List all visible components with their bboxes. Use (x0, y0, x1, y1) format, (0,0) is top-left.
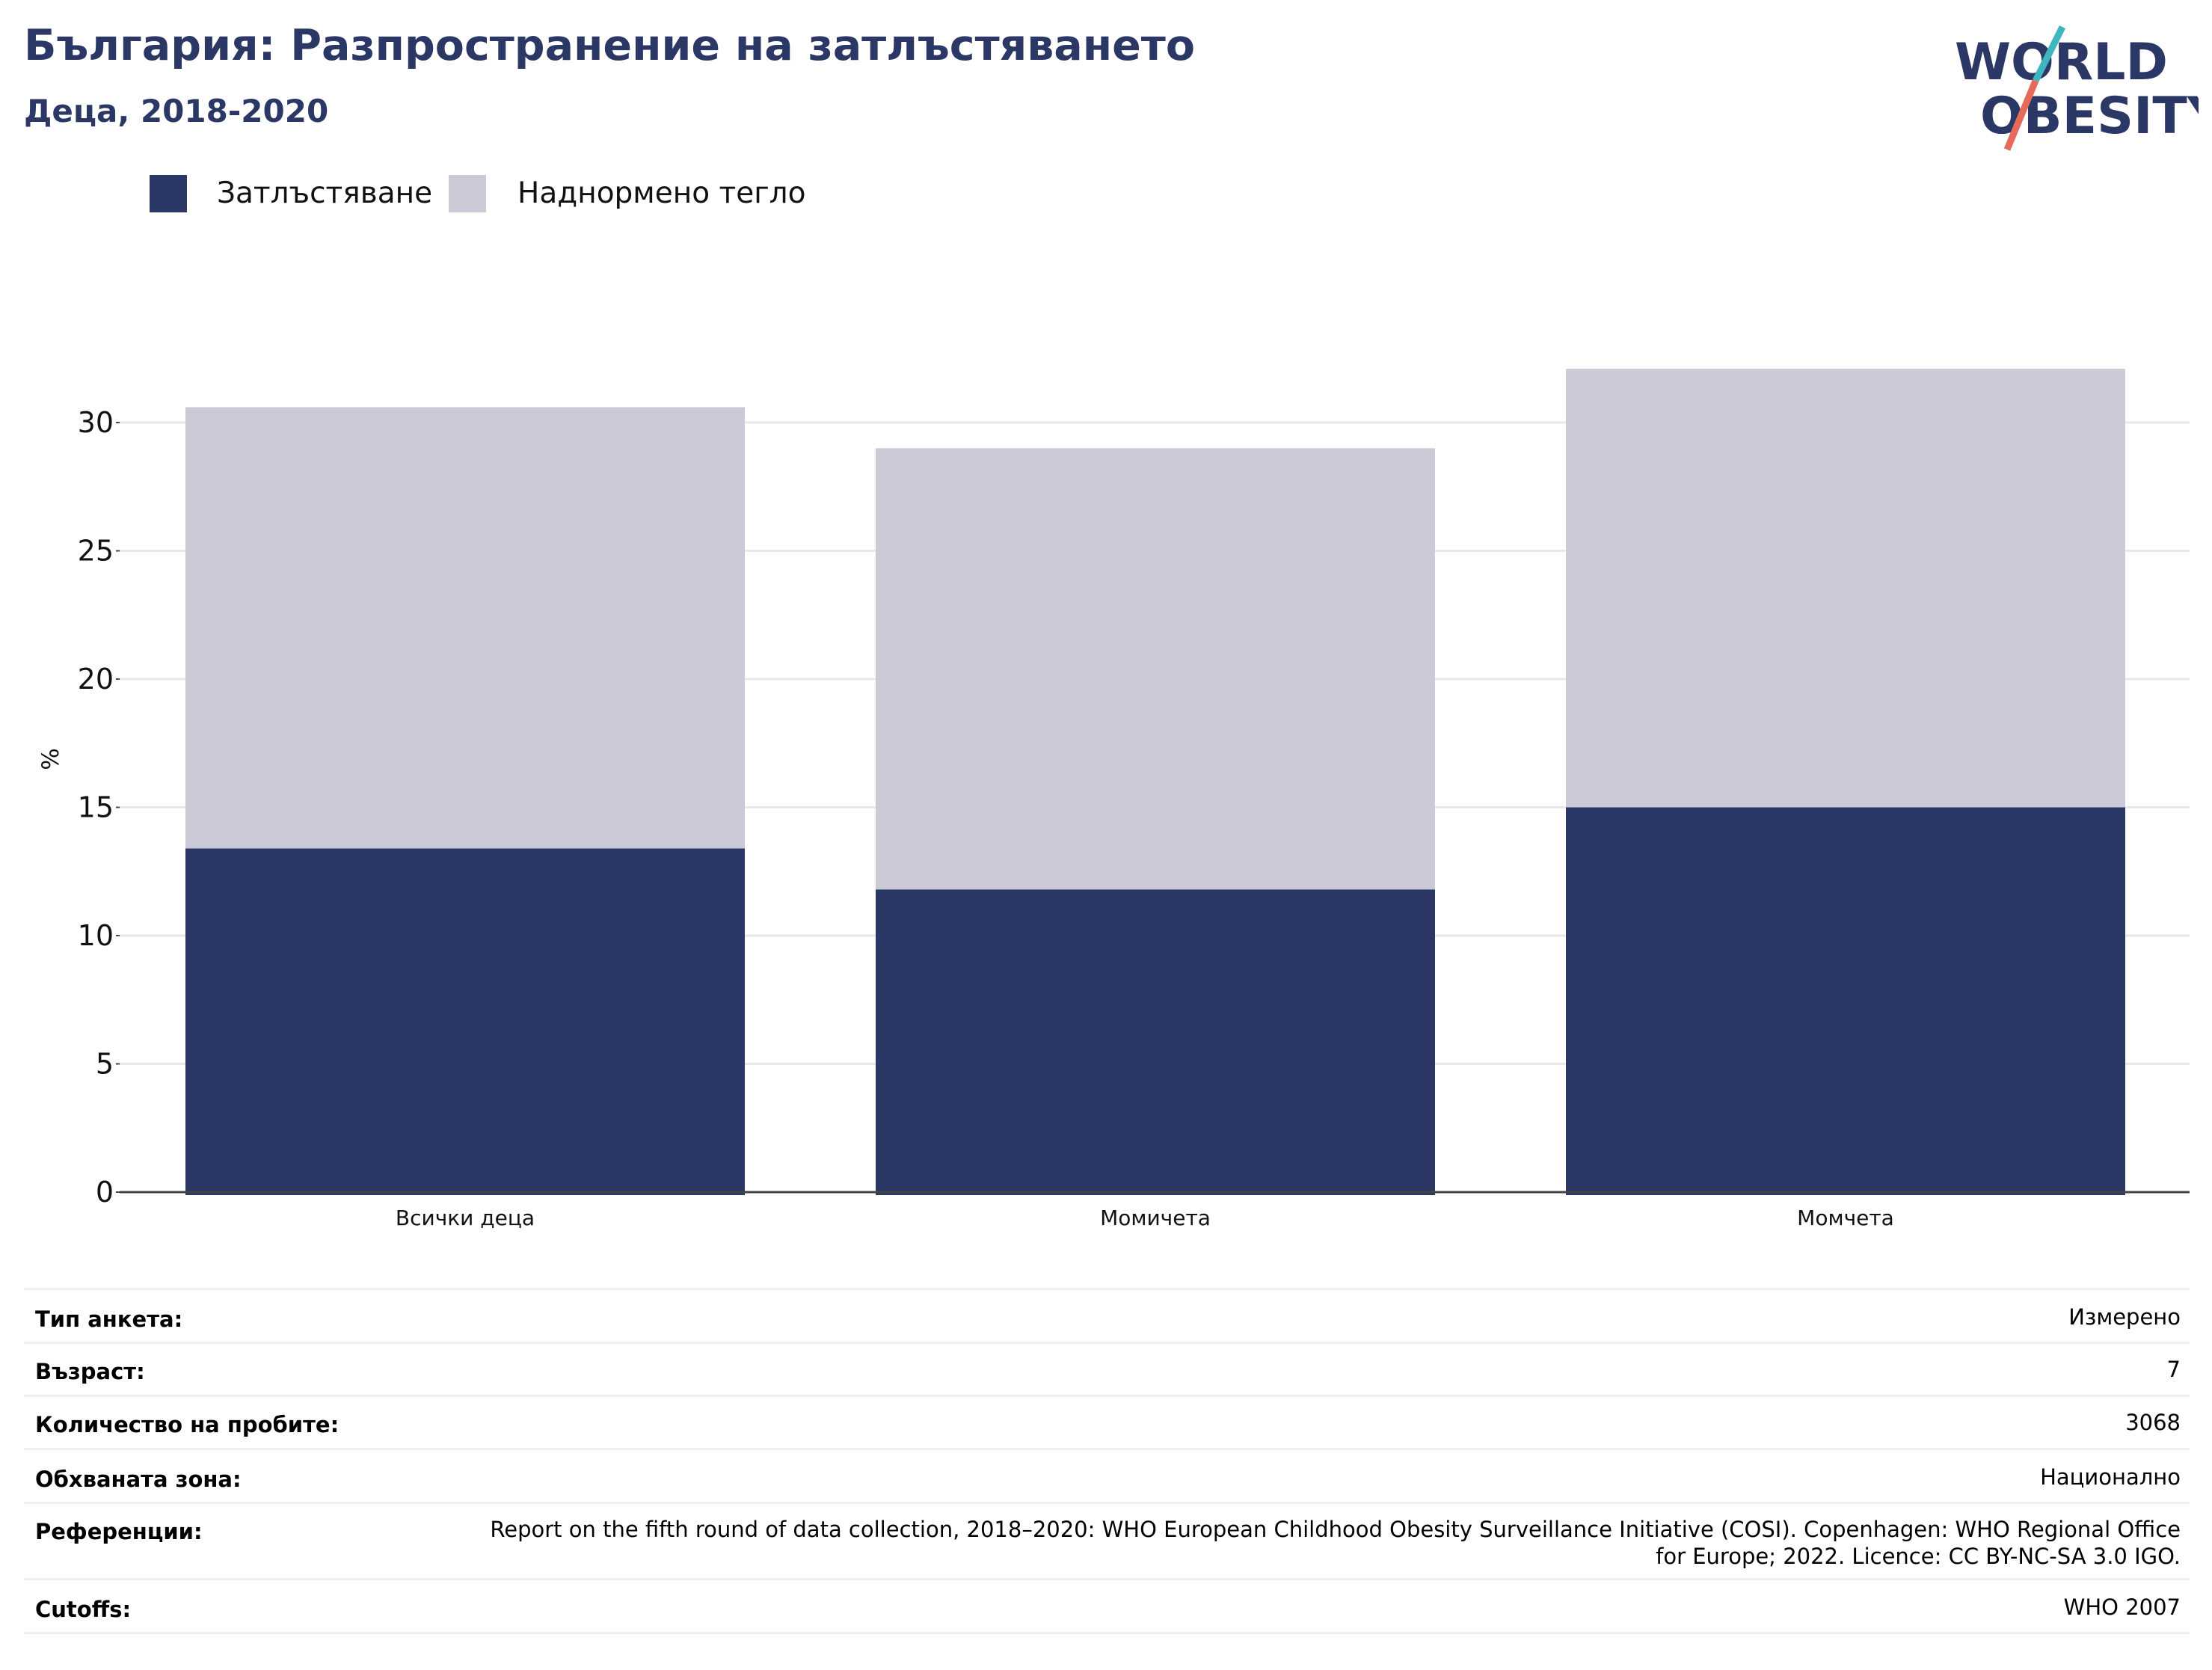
page-subtitle: Деца, 2018-2020 (24, 93, 329, 129)
bar-obesity (1566, 807, 2125, 1195)
legend-swatch-obesity (150, 175, 187, 212)
meta-row-age: Възраст: 7 (24, 1342, 2190, 1396)
meta-row-area-covered: Обхваната зона: Национално (24, 1448, 2190, 1502)
logo-word-world: WORLD (1955, 33, 2168, 92)
meta-value-sample-size: 3068 (2125, 1410, 2181, 1435)
y-tick-label: 5 (96, 1048, 114, 1081)
y-tick-label: 25 (78, 535, 114, 568)
meta-label-references: Референции: (35, 1519, 203, 1544)
bar-layer (185, 369, 2125, 1195)
page-title: България: Разпространение на затлъстяван… (24, 21, 1195, 70)
meta-row-sample-size: Количество на пробите: 3068 (24, 1395, 2190, 1449)
meta-label-cutoffs: Cutoffs: (35, 1597, 132, 1622)
meta-label-area-covered: Обхваната зона: (35, 1467, 242, 1492)
x-tick-label: Момичета (1100, 1206, 1211, 1230)
logo-slash-top (2032, 25, 2066, 83)
meta-label-sample-size: Количество на пробите: (35, 1412, 340, 1437)
meta-row-references: Референции: Report on the fifth round of… (24, 1502, 2190, 1579)
y-tick-label: 10 (78, 919, 114, 952)
meta-value-cutoffs: WHO 2007 (2063, 1594, 2181, 1620)
y-tick-label: 30 (78, 406, 114, 439)
logo-word-obesity: OBESITY (1980, 87, 2199, 146)
x-tick-label: Всички деца (396, 1206, 535, 1230)
y-axis-label: % (37, 748, 64, 770)
meta-row-cutoffs: Cutoffs: WHO 2007 (24, 1578, 2190, 1633)
x-tick-label: Момчета (1797, 1206, 1894, 1230)
y-tick-label: 15 (78, 791, 114, 824)
bar-obesity (185, 848, 745, 1195)
logo-slash-bottom (2003, 79, 2039, 151)
world-obesity-logo: WORLD OBESITY (1955, 25, 2199, 151)
bar-overweight (1566, 369, 2125, 808)
meta-value-references: Report on the fifth round of data collec… (490, 1517, 2181, 1569)
stacked-bar-chart: 0 5 10 15 20 25 30% Всички деца Момичета Момчета (37, 369, 2190, 1230)
legend-label-overweight: Наднормено тегло (517, 176, 806, 210)
meta-label-survey-type: Тип анкета: (35, 1307, 183, 1332)
axis-layer: 0 5 10 15 20 25 30% Всички деца Момичета Момчета (37, 406, 2190, 1230)
legend-swatch-overweight (449, 175, 486, 212)
meta-value-survey-type: Измерено (2068, 1304, 2181, 1330)
bar-overweight (185, 407, 745, 849)
bar-obesity (876, 889, 1435, 1195)
meta-row-survey-type: Тип анкета: Измерено (24, 1288, 2190, 1342)
meta-label-age: Възраст: (35, 1359, 145, 1384)
legend-label-obesity: Затлъстяване (217, 176, 433, 210)
meta-value-age: 7 (2166, 1357, 2181, 1382)
metadata-table-bottom-border (24, 1632, 2190, 1634)
meta-value-area-covered: Национално (2040, 1464, 2181, 1490)
bar-overweight (876, 448, 1435, 890)
y-tick-label: 20 (78, 663, 114, 696)
y-tick-label: 0 (96, 1176, 114, 1209)
